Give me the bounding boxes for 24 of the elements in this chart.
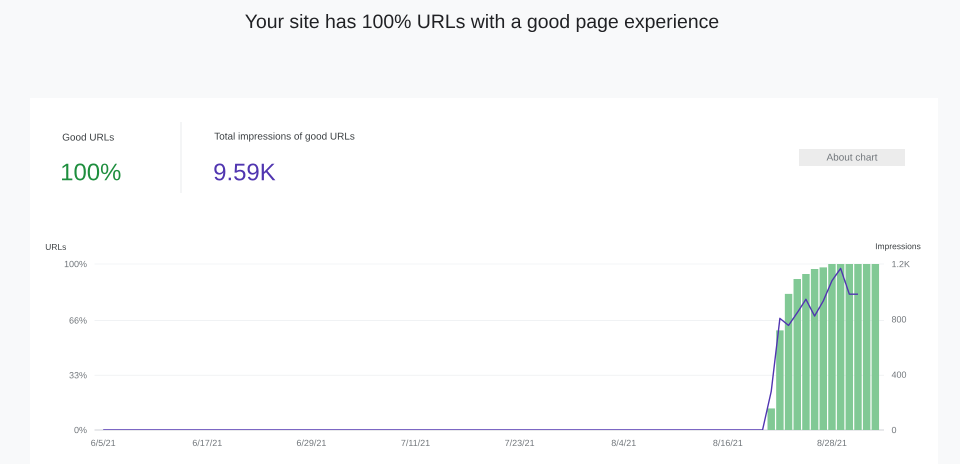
chart-title: Your site has 100% URLs with a good page experience <box>245 14 718 32</box>
text: Total impressions of good URLs <box>214 132 354 142</box>
y-axis-title: URLs <box>46 244 66 250</box>
text: Good URLs <box>62 133 114 141</box>
text: About chart <box>826 153 878 161</box>
x-tick-label: 8/4/21 <box>612 439 636 446</box>
x-tick-label: 6/5/21 <box>91 439 116 446</box>
y2-tick-label: 800 <box>892 316 906 323</box>
y2-tick-label: 1.2K <box>892 260 910 268</box>
x-tick-label: 7/11/21 <box>401 439 430 446</box>
line-series <box>102 268 859 430</box>
y-tick-label: 33% <box>69 372 87 378</box>
x-tick-label: 8/28/21 <box>817 439 846 446</box>
y2-tick-label: 0 <box>892 426 896 434</box>
y-tick-label: 0% <box>74 426 87 434</box>
y-tick-label: 66% <box>70 317 87 324</box>
x-tick-label: 6/17/21 <box>192 439 222 446</box>
text: 9.59K <box>214 164 276 180</box>
x-tick-label: 7/23/21 <box>505 439 534 446</box>
y2-tick-label: 400 <box>892 371 906 378</box>
x-tick-label: 8/16/21 <box>713 439 742 446</box>
y2-axis-title: Impressions <box>876 243 920 251</box>
x-tick-label: 6/29/21 <box>296 439 326 446</box>
y-tick-label: 100% <box>64 260 87 268</box>
